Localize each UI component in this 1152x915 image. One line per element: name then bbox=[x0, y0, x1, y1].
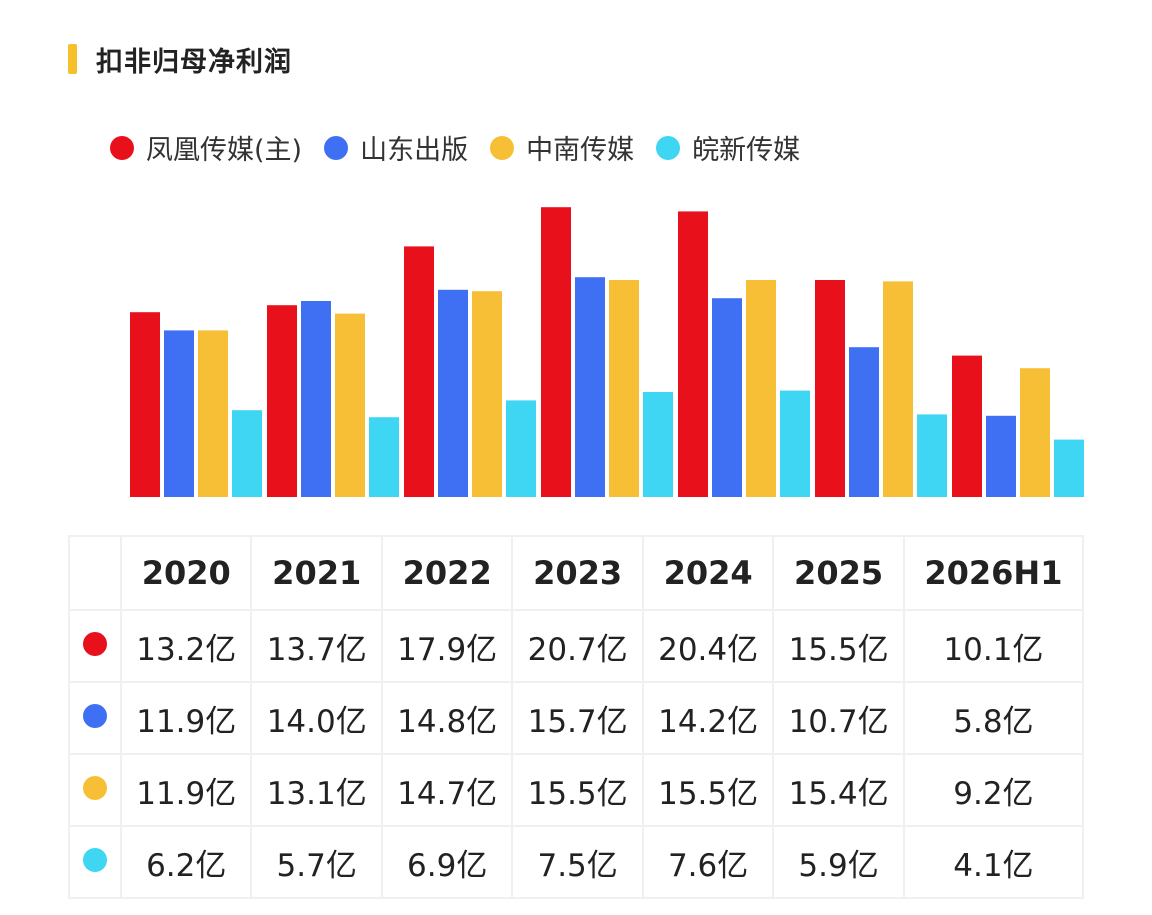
bar-2021-series-0 bbox=[267, 305, 297, 497]
bar-chart bbox=[130, 207, 1084, 497]
table-cell: 20.4亿 bbox=[641, 609, 775, 683]
legend-item: 凤凰传媒(主) bbox=[110, 128, 302, 167]
table-cell: 5.7亿 bbox=[250, 825, 383, 899]
table-cell: 11.9亿 bbox=[119, 681, 253, 755]
table-row: 11.9亿 13.1亿 14.7亿 15.5亿 15.5亿 15.4亿 9.2亿 bbox=[68, 753, 1085, 827]
bar-2024-series-1 bbox=[712, 298, 742, 497]
legend-label: 皖新传媒 bbox=[692, 135, 801, 166]
bar-2024-series-2 bbox=[746, 280, 776, 497]
bar-2025-series-0 bbox=[815, 280, 845, 497]
bar-2024-series-3 bbox=[780, 390, 810, 497]
data-table: 2020 2021 2022 2023 2024 2025 2026H1 13.… bbox=[68, 535, 1085, 899]
title-accent-bar bbox=[68, 44, 77, 74]
table-cell: 14.2亿 bbox=[641, 681, 775, 755]
table-corner-cell bbox=[68, 535, 122, 611]
row-marker-cell bbox=[68, 753, 122, 827]
bar-2023-series-0 bbox=[541, 207, 571, 497]
legend-item: 山东出版 bbox=[324, 128, 468, 167]
table-header-cell: 2020 bbox=[119, 535, 253, 611]
row-dot-icon bbox=[83, 776, 107, 800]
table-row: 6.2亿 5.7亿 6.9亿 7.5亿 7.6亿 5.9亿 4.1亿 bbox=[68, 825, 1085, 899]
table-cell: 15.5亿 bbox=[772, 609, 905, 683]
legend-dot-icon bbox=[324, 135, 349, 160]
chart-legend: 凤凰传媒(主) 山东出版 中南传媒 皖新传媒 bbox=[110, 128, 822, 167]
table-row: 11.9亿 14.0亿 14.8亿 15.7亿 14.2亿 10.7亿 5.8亿 bbox=[68, 681, 1085, 755]
legend-dot-icon bbox=[490, 135, 515, 160]
legend-label: 山东出版 bbox=[360, 135, 469, 166]
table-cell: 20.7亿 bbox=[511, 609, 644, 683]
bar-2021-series-2 bbox=[335, 313, 365, 497]
table-cell: 15.7亿 bbox=[511, 681, 644, 755]
table-header-row: 2020 2021 2022 2023 2024 2025 2026H1 bbox=[68, 535, 1085, 611]
table-cell: 7.6亿 bbox=[641, 825, 775, 899]
table-cell: 14.7亿 bbox=[380, 753, 514, 827]
table-header-cell: 2026H1 bbox=[902, 535, 1085, 611]
table-cell: 10.1亿 bbox=[902, 609, 1085, 683]
table-cell: 15.4亿 bbox=[772, 753, 905, 827]
bar-2023-series-1 bbox=[575, 277, 605, 497]
bar-2022-series-2 bbox=[472, 291, 502, 497]
bar-2025-series-2 bbox=[883, 281, 913, 497]
legend-dot-icon bbox=[110, 135, 134, 160]
table-cell: 4.1亿 bbox=[902, 825, 1085, 899]
bar-2024-series-0 bbox=[678, 211, 708, 497]
table-header-cell: 2021 bbox=[250, 535, 383, 611]
bar-2026H1-series-1 bbox=[986, 415, 1016, 497]
table-cell: 17.9亿 bbox=[380, 609, 514, 683]
table-cell: 15.5亿 bbox=[511, 753, 644, 827]
legend-label: 中南传媒 bbox=[526, 135, 635, 166]
bar-2023-series-2 bbox=[609, 280, 639, 497]
row-dot-icon bbox=[83, 848, 107, 872]
table-cell: 13.1亿 bbox=[250, 753, 383, 827]
row-dot-icon bbox=[83, 632, 107, 656]
bar-2022-series-1 bbox=[438, 289, 468, 497]
bar-2020-series-1 bbox=[164, 330, 194, 497]
bar-2021-series-3 bbox=[369, 417, 399, 497]
table-cell: 13.7亿 bbox=[250, 609, 383, 683]
table-cell: 11.9亿 bbox=[119, 753, 253, 827]
bar-2022-series-3 bbox=[506, 400, 536, 497]
row-dot-icon bbox=[83, 704, 107, 728]
bar-2026H1-series-0 bbox=[952, 355, 982, 497]
bar-2025-series-1 bbox=[849, 347, 879, 497]
table-header-cell: 2024 bbox=[641, 535, 775, 611]
bar-2025-series-3 bbox=[917, 414, 947, 497]
chart-title: 扣非归母净利润 bbox=[96, 47, 292, 78]
table-header-cell: 2023 bbox=[511, 535, 644, 611]
table-cell: 9.2亿 bbox=[902, 753, 1085, 827]
row-marker-cell bbox=[68, 681, 122, 755]
table-header-cell: 2025 bbox=[772, 535, 905, 611]
table-cell: 6.2亿 bbox=[119, 825, 253, 899]
bar-2022-series-0 bbox=[404, 246, 434, 497]
table-cell: 14.0亿 bbox=[250, 681, 383, 755]
table-cell: 6.9亿 bbox=[380, 825, 514, 899]
table-row: 13.2亿 13.7亿 17.9亿 20.7亿 20.4亿 15.5亿 10.1… bbox=[68, 609, 1085, 683]
legend-item: 中南传媒 bbox=[490, 128, 634, 167]
table-cell: 5.9亿 bbox=[772, 825, 905, 899]
row-marker-cell bbox=[68, 609, 122, 683]
table-cell: 13.2亿 bbox=[119, 609, 253, 683]
bar-2023-series-3 bbox=[643, 392, 673, 497]
table-cell: 10.7亿 bbox=[772, 681, 905, 755]
legend-label: 凤凰传媒(主) bbox=[146, 135, 303, 166]
bar-2026H1-series-2 bbox=[1020, 368, 1050, 497]
bar-2020-series-0 bbox=[130, 312, 160, 497]
bar-2021-series-1 bbox=[301, 301, 331, 497]
legend-dot-icon bbox=[656, 135, 681, 160]
table-cell: 14.8亿 bbox=[380, 681, 514, 755]
table-cell: 5.8亿 bbox=[902, 681, 1085, 755]
bar-2020-series-3 bbox=[232, 410, 262, 497]
row-marker-cell bbox=[68, 825, 122, 899]
bar-2026H1-series-3 bbox=[1054, 439, 1084, 497]
table-header-cell: 2022 bbox=[380, 535, 514, 611]
table-cell: 7.5亿 bbox=[511, 825, 644, 899]
bar-2020-series-2 bbox=[198, 330, 228, 497]
table-cell: 15.5亿 bbox=[641, 753, 775, 827]
legend-item: 皖新传媒 bbox=[656, 128, 800, 167]
